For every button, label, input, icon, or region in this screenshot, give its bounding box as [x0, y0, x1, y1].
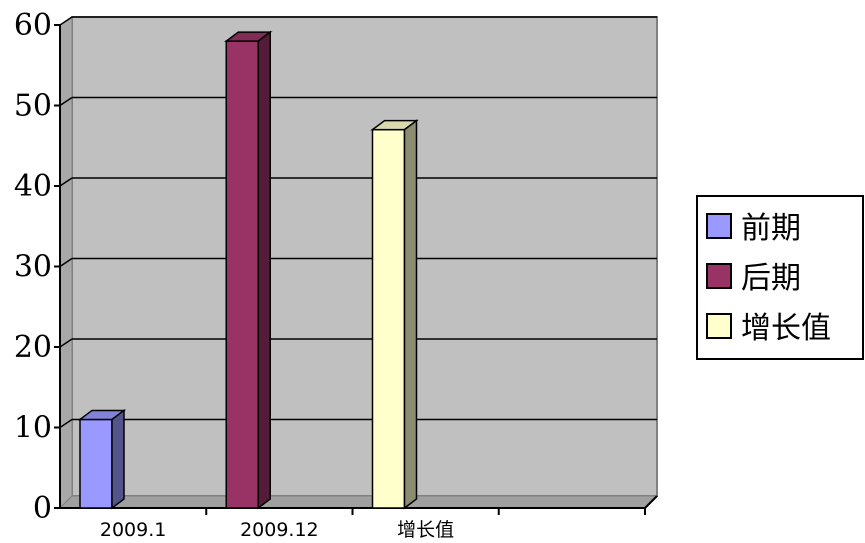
bar-side: [257, 30, 271, 510]
y-tick-label: 60: [14, 8, 52, 43]
y-tick-label: 10: [14, 411, 52, 446]
legend-label: 后期: [741, 261, 801, 296]
y-tick-label: 20: [14, 330, 52, 365]
plot-walls: [58, 16, 659, 510]
y-tick-label: 30: [14, 250, 52, 285]
x-axis-corner: [644, 495, 658, 509]
y-tick-label: 40: [14, 169, 52, 204]
x-axis-ticks: 2009.1 2009.12 增长值: [100, 519, 454, 541]
gridline-side: [59, 338, 73, 348]
bar-side: [111, 408, 125, 510]
plot-back-wall: [71, 16, 658, 497]
gridline-side: [59, 16, 73, 26]
bars: [77, 30, 419, 510]
legend-swatch: [706, 313, 732, 339]
bar: [79, 418, 113, 509]
legend-swatch: [706, 263, 732, 289]
bar-side: [403, 119, 418, 510]
gridline-side: [59, 96, 73, 107]
y-tick-label: 0: [33, 491, 52, 526]
axes: [54, 24, 658, 515]
y-axis-ticks: 0 10 20 30 40 50 60: [14, 8, 52, 526]
y-tick-label: 50: [14, 89, 52, 124]
bar: [225, 40, 259, 509]
bar: [371, 128, 406, 509]
gridlines: [59, 16, 657, 429]
gridline-side: [59, 177, 73, 187]
plot-floor: [58, 495, 659, 509]
legend-label: 增长值: [741, 311, 831, 346]
legend-label: 前期: [741, 211, 801, 246]
x-tick-label: 2009.1: [100, 519, 166, 541]
x-tick-label: 增长值: [397, 519, 454, 541]
gridline-side: [59, 418, 73, 429]
x-tick-label: 2009.12: [240, 519, 319, 541]
gridline-side: [59, 257, 73, 268]
legend-swatch: [706, 213, 732, 239]
